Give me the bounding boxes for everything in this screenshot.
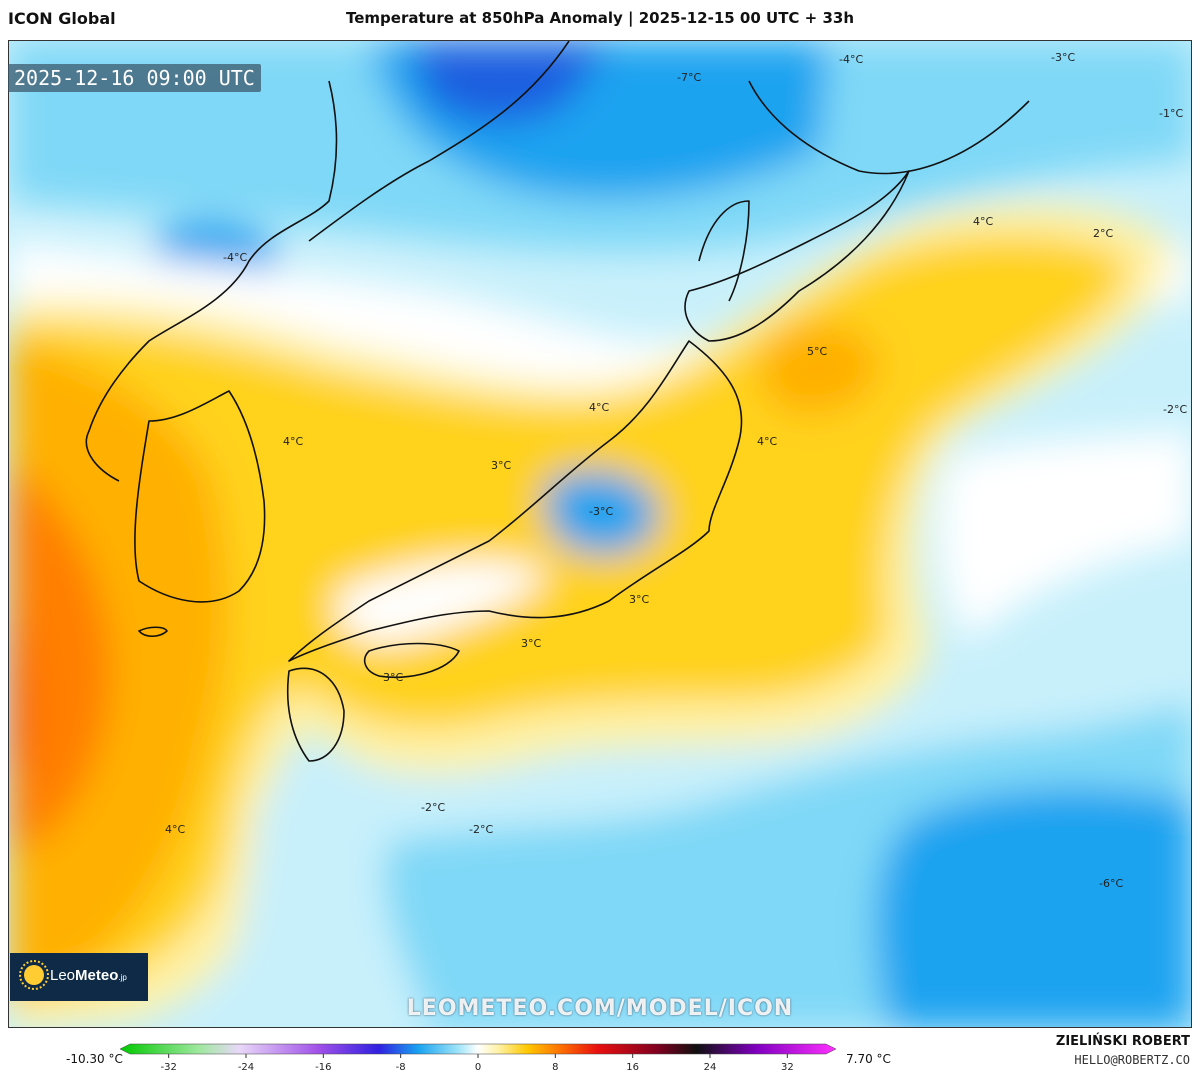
colorbar-tick-label: 32 xyxy=(781,1062,794,1073)
colorbar-tick-label: -24 xyxy=(238,1062,254,1073)
coastline-shikoku xyxy=(363,642,460,679)
cold-pocket-japan xyxy=(545,471,659,555)
colorbar-tick-label: -16 xyxy=(315,1062,331,1073)
contour-label: 4°C xyxy=(757,435,777,448)
contour-label: -1°C xyxy=(1159,107,1183,120)
contour-label: 4°C xyxy=(283,435,303,448)
coastline-okhotsk xyxy=(748,80,1030,175)
logo-brand-bold: Meteo xyxy=(75,967,119,984)
header: ICON Global Temperature at 850hPa Anomal… xyxy=(0,0,1200,40)
colorbar-bar xyxy=(120,1043,837,1055)
colorbar: -32 -24 -16 -8 0 8 16 24 32 xyxy=(120,1043,837,1073)
contour-label: 4°C xyxy=(973,215,993,228)
legend-min-label: -10.30 °C xyxy=(66,1052,123,1066)
contour-label: -4°C xyxy=(223,251,247,264)
contour-label: 4°C xyxy=(165,823,185,836)
contour-label: -7°C xyxy=(677,71,701,84)
contour-labels: -4°C -7°C -3°C -1°C -4°C 4°C 2°C 5°C -2°… xyxy=(165,51,1187,890)
colorbar-tick-label: 8 xyxy=(552,1062,558,1073)
contour-label: -3°C xyxy=(1051,51,1075,64)
author-email[interactable]: HELLO@ROBERTZ.CO xyxy=(1074,1053,1190,1067)
coastline-primorye xyxy=(308,41,570,242)
leometeo-logo[interactable]: LeoMeteo.jp xyxy=(10,953,148,1001)
neutral-japan-west xyxy=(337,560,549,644)
colorbar-tick-label: -8 xyxy=(396,1062,406,1073)
sun-icon xyxy=(19,960,49,990)
contour-label: 3°C xyxy=(629,593,649,606)
coastline-mainland-north xyxy=(85,80,338,482)
model-name: ICON Global xyxy=(8,9,116,28)
neutral-band-east xyxy=(938,431,1191,641)
cold-core-deep xyxy=(409,41,609,124)
valid-time-badge: 2025-12-16 09:00 UTC xyxy=(8,64,261,92)
colorbar-ticks: -32 -24 -16 -8 0 8 16 24 32 xyxy=(160,1054,794,1073)
coastline-honshu xyxy=(288,340,743,662)
cold-core-southeast xyxy=(875,787,1191,1027)
logo-suffix: .jp xyxy=(118,973,127,982)
coastline-kyushu xyxy=(286,667,345,762)
contour-label: -2°C xyxy=(469,823,493,836)
temperature-anomaly-map[interactable]: -4°C -7°C -3°C -1°C -4°C 4°C 2°C 5°C -2°… xyxy=(9,41,1192,1028)
contour-label: 5°C xyxy=(807,345,827,358)
contour-label: 3°C xyxy=(383,671,403,684)
warm-pocket-east xyxy=(760,323,879,414)
coastline-sakhalin xyxy=(698,200,750,302)
contour-label: -2°C xyxy=(421,801,445,814)
warm-core-redorange xyxy=(9,601,33,781)
logo-brand-light: Leo xyxy=(50,967,76,984)
contour-label: 2°C xyxy=(1093,227,1113,240)
watermark-url: LEOMETEO.COM/MODEL/ICON xyxy=(406,996,794,1021)
coastline-hokkaido xyxy=(684,170,910,342)
map-frame[interactable]: -4°C -7°C -3°C -1°C -4°C 4°C 2°C 5°C -2°… xyxy=(8,40,1192,1028)
author-name: ZIELIŃSKI ROBERT xyxy=(1055,1034,1190,1049)
coastline-korea xyxy=(134,390,266,603)
contour-label: 3°C xyxy=(521,637,541,650)
map-title: Temperature at 850hPa Anomaly | 2025-12-… xyxy=(346,9,854,27)
logo-text: LeoMeteo.jp xyxy=(50,967,127,984)
anomaly-field xyxy=(9,41,1191,1027)
contour-label: -6°C xyxy=(1099,877,1123,890)
colorbar-tick-label: -32 xyxy=(160,1062,176,1073)
legend-max-label: 7.70 °C xyxy=(846,1052,891,1066)
contour-label: -3°C xyxy=(589,505,613,518)
coastlines xyxy=(85,41,1030,762)
warm-region-orange xyxy=(9,341,228,991)
colorbar-tick-label: 0 xyxy=(475,1062,481,1073)
contour-label: 3°C xyxy=(491,459,511,472)
contour-label: -2°C xyxy=(1163,403,1187,416)
coastline-jeju xyxy=(138,626,168,638)
colorbar-tick-label: 24 xyxy=(704,1062,717,1073)
warm-core-west xyxy=(9,461,111,851)
neutral-band xyxy=(9,241,1191,401)
contour-label: 4°C xyxy=(589,401,609,414)
colorbar-tick-label: 16 xyxy=(626,1062,639,1073)
warm-region-yellow xyxy=(9,234,1129,1001)
contour-label: -4°C xyxy=(839,53,863,66)
